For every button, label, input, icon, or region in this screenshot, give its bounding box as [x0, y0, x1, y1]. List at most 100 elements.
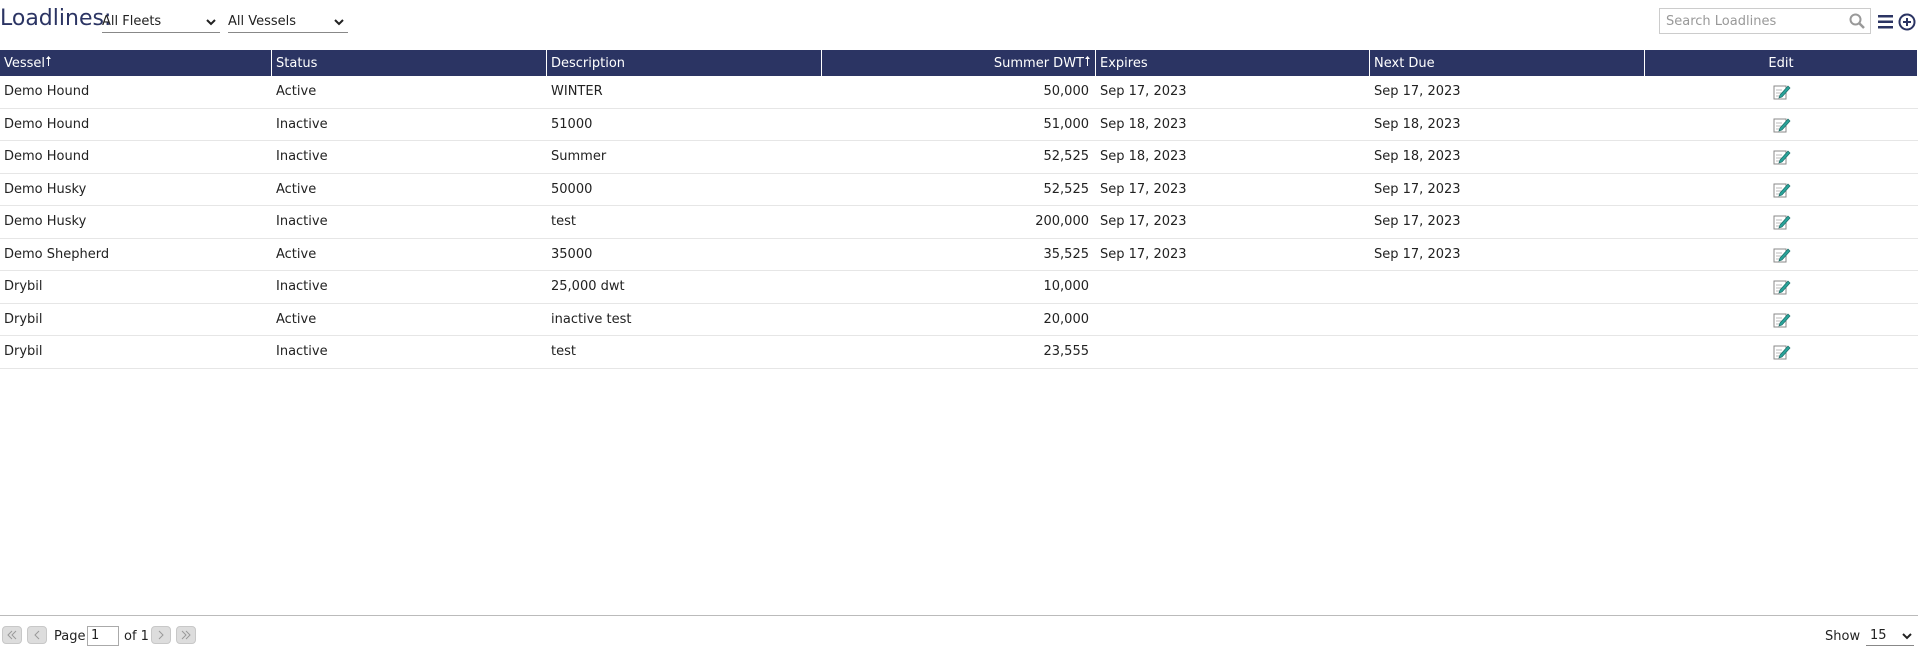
cell-dwt: 35,525: [1043, 246, 1090, 262]
page-count: of 1: [124, 629, 149, 644]
icon: [7, 630, 17, 640]
cell-expires: Sep 18, 2023: [1100, 116, 1187, 132]
cell-expires: Sep 17, 2023: [1100, 84, 1187, 99]
column-header[interactable]: Status: [272, 50, 547, 76]
sort-icon[interactable]: [1084, 55, 1091, 67]
cell-expires: Sep 17, 2023: [1100, 214, 1187, 229]
column-header[interactable]: Next Due: [1370, 50, 1645, 76]
cell-dwt: 51,000: [1043, 116, 1090, 132]
edit-icon[interactable]: [1773, 311, 1791, 328]
table-row: Demo Hound Active WINTER 50,000 Sep 17, 2023…: [0, 76, 1918, 109]
cell-vessel: Drybil: [4, 279, 43, 294]
cell-edit: [1645, 76, 1918, 108]
column-header-text: Expires: [1100, 56, 1148, 71]
prev-page-button[interactable]: [27, 626, 47, 644]
cell-dwt: 10,000: [1043, 279, 1090, 294]
edit-icon[interactable]: [1773, 213, 1791, 230]
cell-edit: [1645, 206, 1918, 238]
table-row: Drybil Inactive 25,000 dwt 10,000: [0, 271, 1918, 304]
cell-vessel: Demo Shepherd: [4, 246, 110, 262]
table-row: Drybil Active inactive test 20,000: [0, 304, 1918, 336]
fleet-select[interactable]: All Fleets: [102, 12, 220, 33]
column-header-text: Description: [551, 56, 626, 71]
dropdown-arrow: [334, 19, 344, 26]
cell-description: test: [551, 214, 576, 229]
cell-edit: [1645, 304, 1918, 336]
cell-vessel: Demo Hound: [4, 84, 90, 99]
page-input[interactable]: 1: [87, 626, 119, 646]
vessel-select-text: All Vessels: [228, 14, 297, 29]
show-label: Show: [1825, 629, 1861, 644]
search-placeholder: Search Loadlines: [1666, 14, 1777, 29]
fleet-select-text: All Fleets: [102, 14, 162, 29]
column-header-text: Status: [276, 56, 318, 71]
page-title: Loadlines:: [0, 6, 112, 31]
cell-description: test: [551, 344, 576, 359]
table-row: Demo Hound Inactive 51000 51,000 Sep 18, 202…: [0, 109, 1918, 141]
cell-description: 35000: [551, 246, 593, 262]
table-row: Demo Hound Inactive Summer 52,525 Sep 18, 20…: [0, 141, 1918, 174]
cell-expires: Sep 17, 2023: [1100, 181, 1187, 197]
page-size-value: 15: [1870, 628, 1887, 643]
cell-expires: Sep 17, 2023: [1100, 246, 1187, 262]
cell-status: Inactive: [276, 116, 328, 132]
cell-next-due: Sep 18, 2023: [1374, 149, 1461, 164]
cell-status: Active: [276, 311, 317, 327]
cell-next-due: Sep 17, 2023: [1374, 214, 1461, 229]
cell-next-due: Sep 18, 2023: [1374, 116, 1461, 132]
column-header-text: Summer DWT: [993, 56, 1084, 71]
cell-dwt: 200,000: [1035, 214, 1089, 229]
vessel-select[interactable]: All Vessels: [228, 12, 348, 33]
last-page-button[interactable]: [176, 626, 196, 644]
cell-edit: [1645, 239, 1918, 271]
column-header[interactable]: Vessel: [0, 50, 272, 76]
edit-icon[interactable]: [1773, 278, 1791, 295]
cell-dwt: 23,555: [1043, 344, 1090, 359]
edit-icon[interactable]: [1773, 83, 1791, 100]
column-header[interactable]: Edit: [1645, 50, 1918, 76]
table-row: Demo Husky Active 50000 52,525 Sep 17, 2023 S…: [0, 174, 1918, 206]
column-header-text: Next Due: [1374, 56, 1435, 71]
menu-icon[interactable]: [1878, 15, 1893, 29]
cell-dwt: 20,000: [1043, 311, 1090, 327]
column-header-text: Edit: [1768, 56, 1794, 71]
search-icon[interactable]: [1849, 13, 1865, 29]
sort-icon[interactable]: [45, 55, 52, 67]
cell-next-due: Sep 17, 2023: [1374, 84, 1461, 99]
first-page-button[interactable]: [2, 626, 22, 644]
edit-icon[interactable]: [1773, 148, 1791, 165]
column-header[interactable]: Description: [547, 50, 822, 76]
icon: [34, 630, 40, 640]
add-icon[interactable]: [1898, 13, 1916, 31]
cell-status: Inactive: [276, 279, 328, 294]
edit-icon[interactable]: [1773, 246, 1791, 263]
icon: [181, 630, 191, 640]
cell-status: Active: [276, 246, 317, 262]
cell-description: 51000: [551, 116, 593, 132]
cell-next-due: [1370, 336, 1645, 368]
cell-dwt: 50,000: [1043, 84, 1090, 99]
page-size-select[interactable]: 15: [1866, 626, 1914, 646]
cell-edit: [1645, 174, 1918, 206]
cell-status: Inactive: [276, 149, 328, 164]
column-header[interactable]: Summer DWT: [822, 50, 1096, 76]
edit-icon[interactable]: [1773, 343, 1791, 360]
toolbar-icons: [1878, 13, 1916, 31]
edit-icon[interactable]: [1773, 181, 1791, 198]
search-box[interactable]: Search Loadlines: [1659, 8, 1871, 34]
cell-vessel: Drybil: [4, 311, 43, 327]
cell-edit: [1645, 141, 1918, 173]
cell-dwt: 52,525: [1043, 149, 1090, 164]
icon: [158, 630, 164, 640]
cell-status: Active: [276, 181, 317, 197]
edit-icon[interactable]: [1773, 116, 1791, 133]
next-page-button[interactable]: [151, 626, 171, 644]
cell-status: Inactive: [276, 344, 328, 359]
cell-vessel: Drybil: [4, 344, 43, 359]
dropdown-arrow: [1902, 633, 1912, 640]
cell-description: 50000: [551, 181, 593, 197]
page-input-value: 1: [91, 628, 100, 643]
column-header-text: Vessel: [4, 56, 46, 71]
cell-description: 25,000 dwt: [551, 279, 625, 294]
column-header[interactable]: Expires: [1096, 50, 1370, 76]
